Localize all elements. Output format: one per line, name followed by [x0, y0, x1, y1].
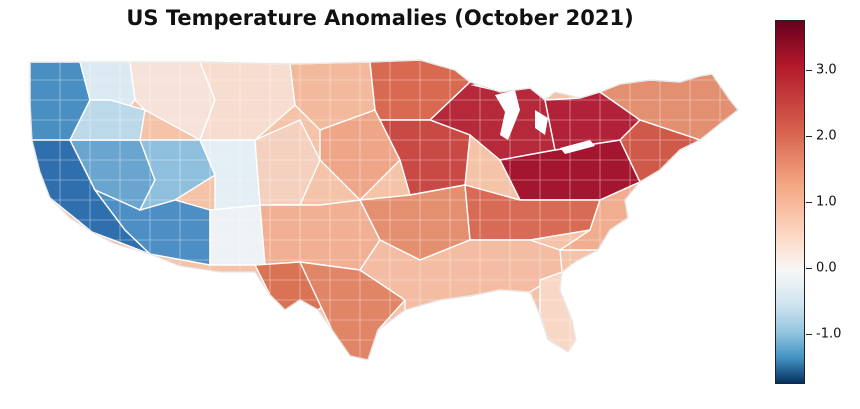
colorbar-tick-label: 1.0 — [816, 194, 837, 210]
colorbar-tick-label: -1.0 — [816, 326, 842, 342]
colorbar-tick — [806, 334, 812, 336]
colorbar — [775, 20, 805, 384]
colorbar-tick — [806, 202, 812, 203]
lake-huron — [535, 110, 548, 135]
region-wyoming-nebraska — [254, 119, 321, 206]
region-new-mexico — [209, 204, 266, 266]
us-temperature-map — [29, 59, 739, 361]
colorbar-tick — [806, 135, 812, 137]
colorbar-tick-label: 3.0 — [816, 62, 837, 78]
lake-erie — [560, 140, 595, 154]
colorbar-gradient — [776, 21, 804, 383]
lake-michigan — [495, 90, 520, 140]
division-lines — [30, 60, 738, 360]
colorbar-tick-label: 0.0 — [816, 260, 837, 276]
lake-superior — [470, 80, 530, 92]
map-title: US Temperature Anomalies (October 2021) — [126, 6, 634, 30]
colorbar-tick — [806, 69, 812, 71]
colorbar-tick — [806, 268, 812, 270]
colorbar-tick-label: 2.0 — [816, 128, 837, 144]
us-outline — [29, 59, 739, 361]
region-oklahoma — [259, 199, 381, 271]
